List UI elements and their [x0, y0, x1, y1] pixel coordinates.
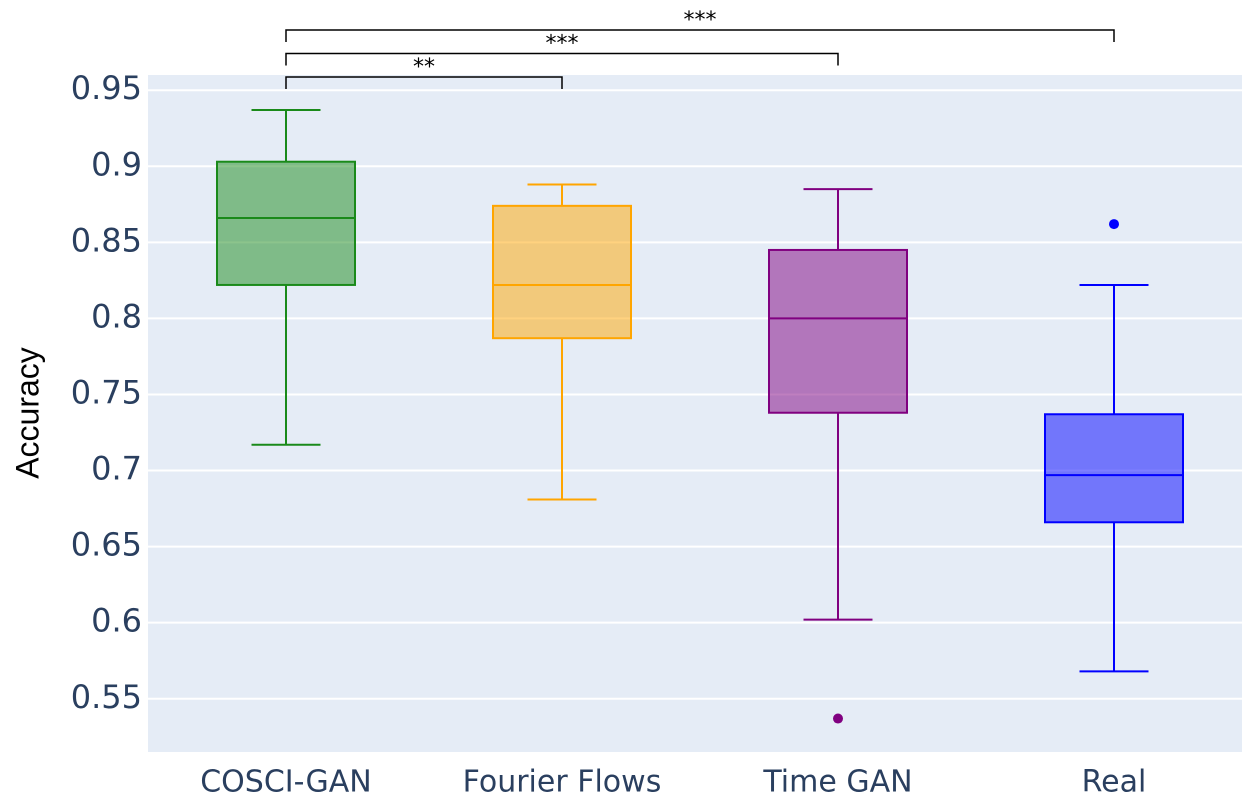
- x-tick-label: COSCI-GAN: [200, 765, 372, 800]
- y-tick-label: 0.95: [71, 69, 142, 107]
- box: [216, 160, 356, 286]
- box: [768, 248, 908, 414]
- x-tick-label: Real: [1082, 765, 1147, 800]
- significance-label: ***: [684, 8, 717, 33]
- y-tick-label: 0.65: [71, 526, 142, 564]
- outlier: [833, 713, 843, 724]
- significance-bracket: [285, 52, 839, 66]
- y-tick-label: 0.7: [91, 450, 142, 488]
- outlier: [1109, 219, 1119, 230]
- y-tick-label: 0.55: [71, 678, 142, 716]
- y-tick-label: 0.9: [91, 145, 142, 183]
- x-tick-label: Fourier Flows: [463, 765, 662, 800]
- significance-label: **: [413, 55, 435, 80]
- significance-bracket: [285, 29, 1115, 42]
- box: [492, 204, 632, 340]
- y-tick-label: 0.85: [71, 221, 142, 259]
- y-tick-label: 0.8: [91, 297, 142, 335]
- y-axis-label: Accuracy: [9, 347, 45, 479]
- significance-bracket: [285, 76, 563, 89]
- x-tick-label: Time GAN: [762, 765, 912, 800]
- significance-label: ***: [546, 32, 579, 57]
- y-tick-label: 0.75: [71, 373, 142, 411]
- y-tick-label: 0.6: [91, 602, 142, 640]
- box: [1044, 413, 1184, 524]
